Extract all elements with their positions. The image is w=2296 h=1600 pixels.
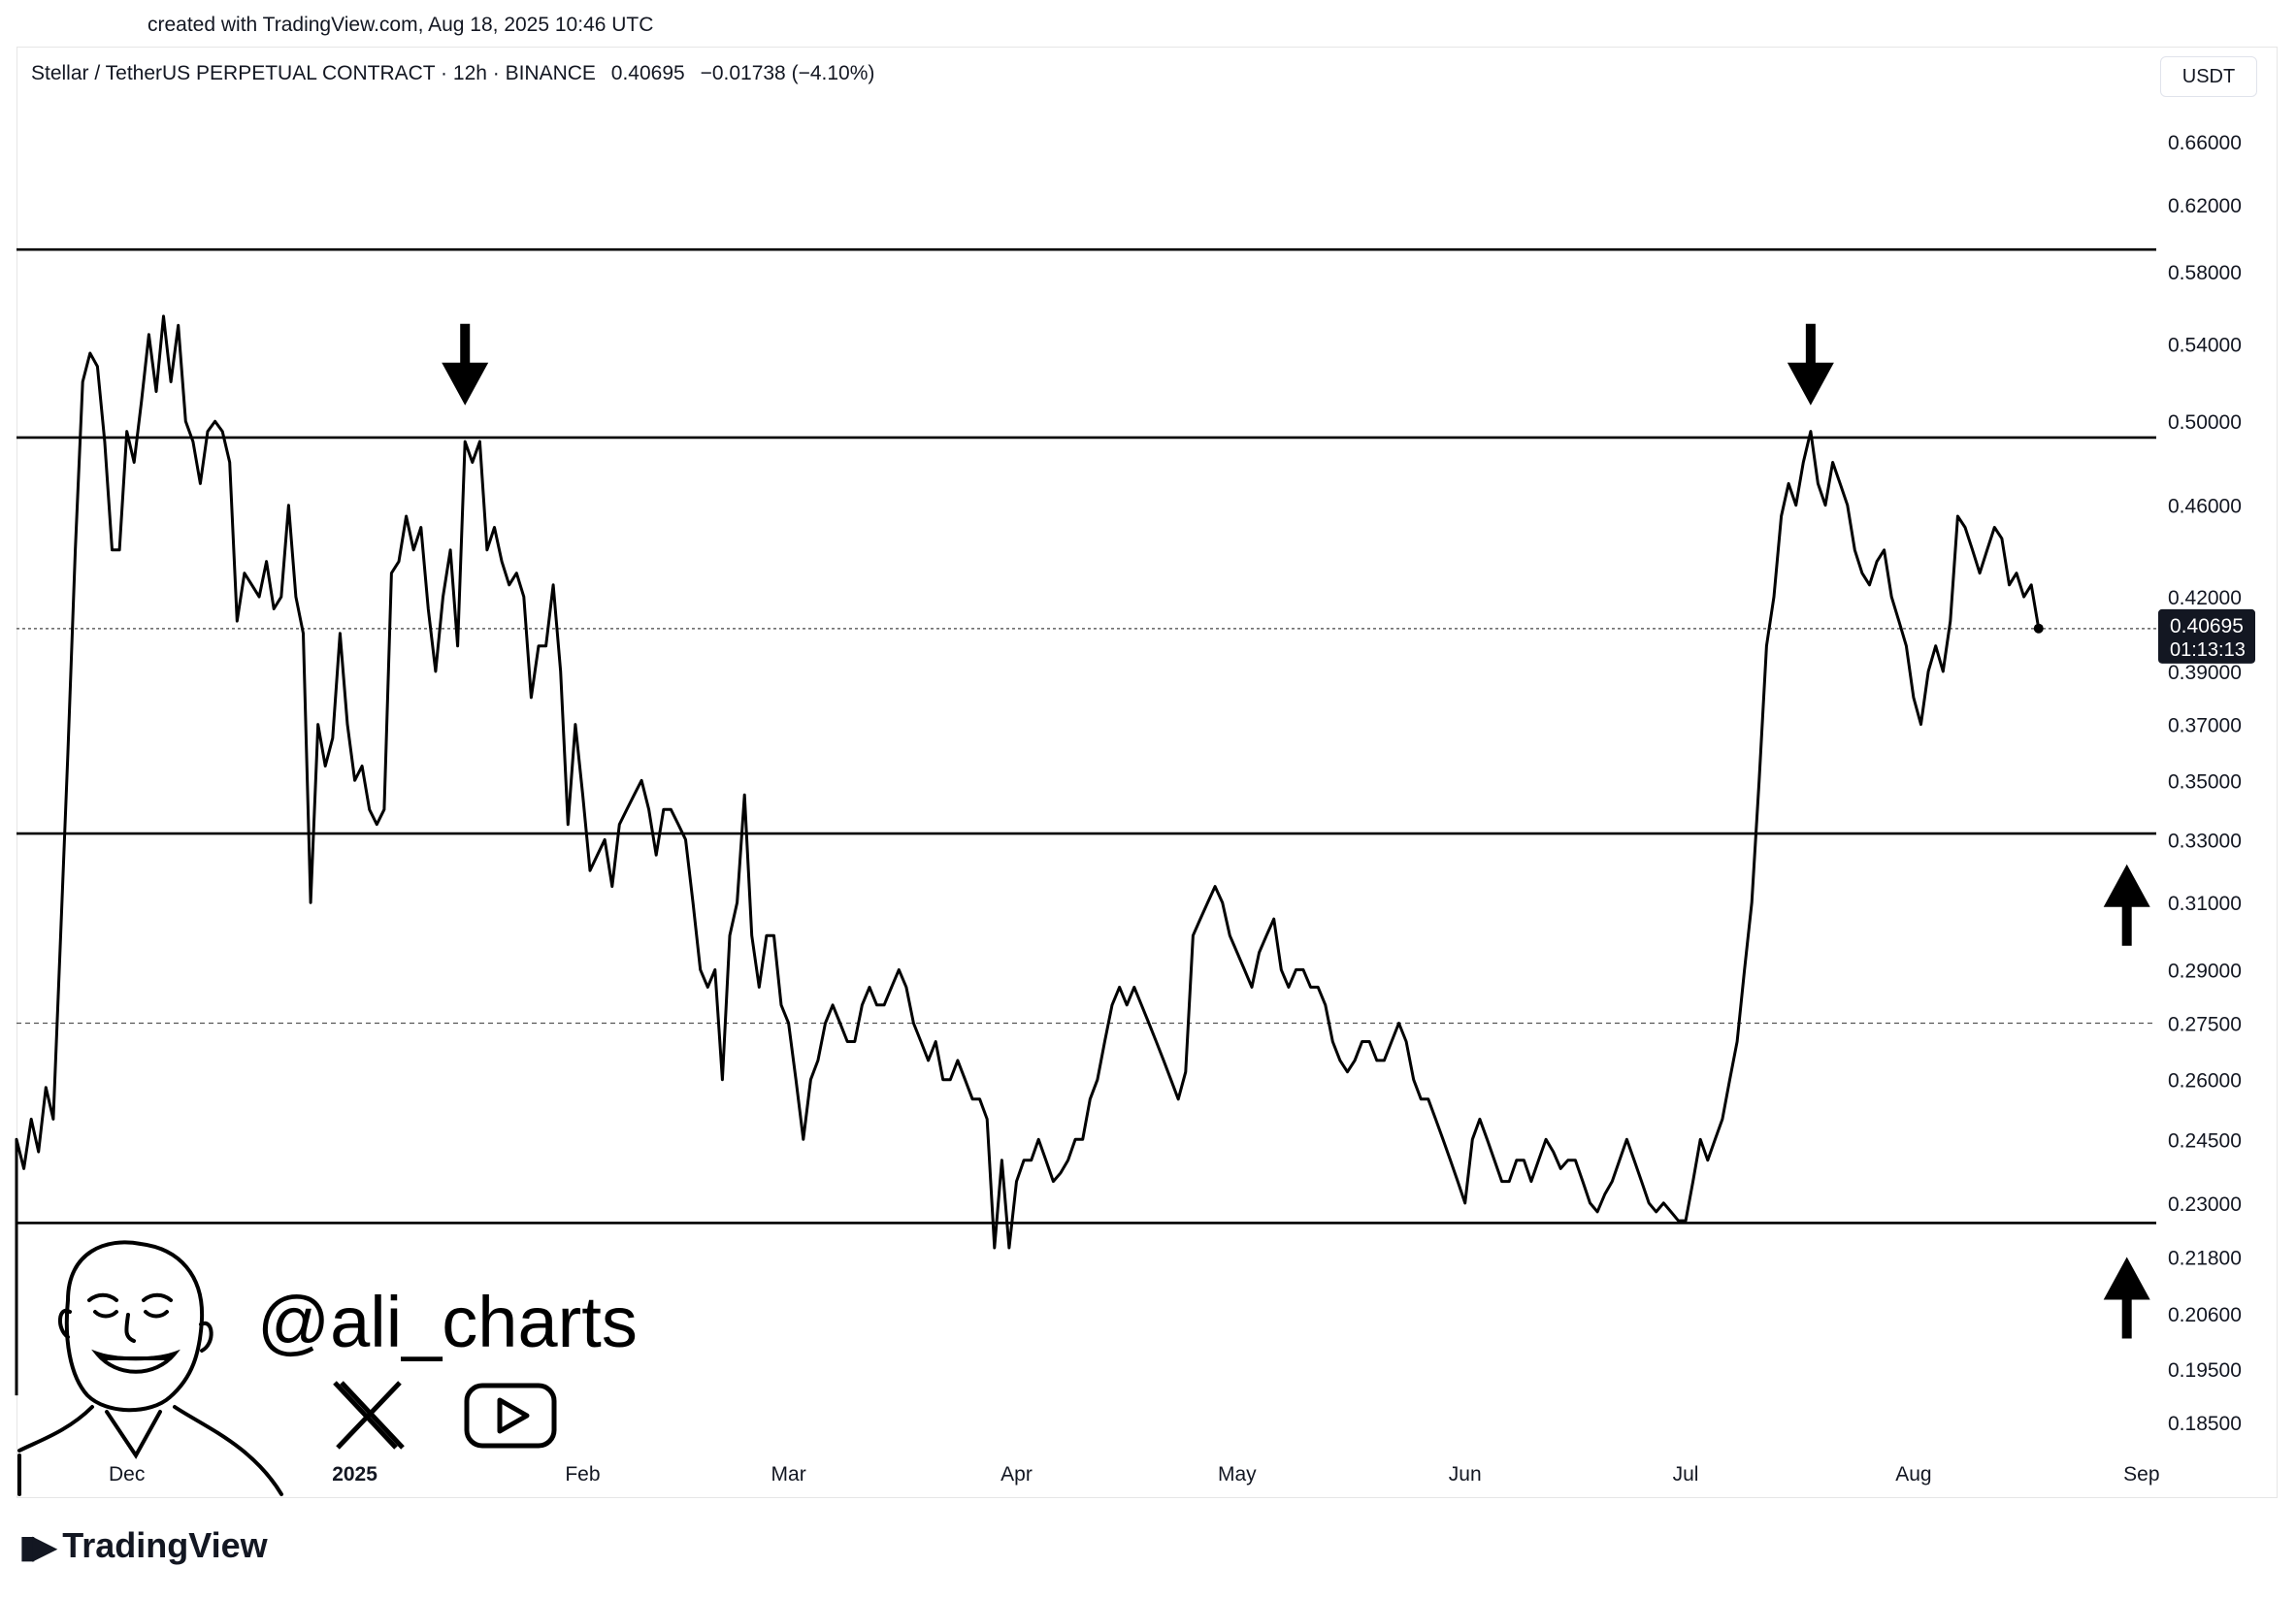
- x-tick-label-6: Jun: [1449, 1463, 1482, 1486]
- created-with-text: created with TradingView.com, Aug 18, 20…: [148, 14, 654, 36]
- youtube-play-icon[interactable]: [464, 1383, 557, 1449]
- y-tick-label-8: 0.37000: [2168, 715, 2242, 737]
- y-tick-label-20: 0.18500: [2168, 1413, 2242, 1435]
- y-tick-label-19: 0.19500: [2168, 1359, 2242, 1382]
- y-tick-label-1: 0.62000: [2168, 195, 2242, 217]
- y-axis: 0.66000 0.62000 0.58000 0.54000 0.50000 0.460…: [2168, 132, 2242, 1435]
- y-tick-label-13: 0.27500: [2168, 1013, 2242, 1035]
- y-tick-label-2: 0.58000: [2168, 262, 2242, 284]
- horizontal-levels: [16, 247, 2156, 1224]
- arrow-down-icon-0: [442, 323, 489, 406]
- x-tick-label-2: Feb: [565, 1463, 600, 1486]
- y-tick-label-0: 0.66000: [2168, 132, 2242, 154]
- x-tick-label-0: Dec: [109, 1463, 145, 1486]
- price-label-box: [2158, 608, 2255, 664]
- currency-button[interactable]: USDT: [2160, 56, 2257, 97]
- x-tick-label-8: Aug: [1895, 1463, 1931, 1486]
- cartoon-face-avatar: [17, 1240, 283, 1496]
- tradingview-logo[interactable]: ▮▶ TradingView: [19, 1525, 268, 1566]
- price-label-countdown: 01:13:13: [2170, 639, 2246, 661]
- y-tick-label-11: 0.31000: [2168, 893, 2242, 915]
- legend-change: −0.01738 (−4.10%): [700, 62, 875, 84]
- y-tick-label-12: 0.29000: [2168, 960, 2242, 982]
- arrow-up-icon-3: [2103, 1257, 2150, 1339]
- y-tick-label-4: 0.50000: [2168, 411, 2242, 434]
- tradingview-logo-text: TradingView: [62, 1525, 268, 1565]
- y-tick-label-9: 0.35000: [2168, 770, 2242, 793]
- x-tick-label-1: 2025: [332, 1463, 377, 1486]
- y-tick-label-17: 0.21800: [2168, 1247, 2242, 1269]
- y-tick-label-7: 0.39000: [2168, 662, 2242, 684]
- x-tick-label-5: May: [1218, 1463, 1257, 1486]
- y-tick-label-3: 0.54000: [2168, 334, 2242, 356]
- x-axis: Dec 2025 Feb Mar Apr May Jun Jul Aug Sep: [109, 1463, 2160, 1486]
- x-tick-label-3: Mar: [771, 1463, 806, 1486]
- y-tick-label-5: 0.46000: [2168, 496, 2242, 518]
- x-tick-label-7: Jul: [1673, 1463, 1699, 1486]
- x-logo-icon[interactable]: [333, 1381, 405, 1450]
- price-label-value: 0.40695: [2170, 615, 2244, 637]
- y-tick-label-10: 0.33000: [2168, 830, 2242, 852]
- series-last-point-0: [2033, 623, 2044, 634]
- symbol-legend[interactable]: Stellar / TetherUS PERPETUAL CONTRACT · …: [31, 62, 884, 85]
- annotation-arrows: [442, 323, 2150, 1339]
- y-tick-label-14: 0.26000: [2168, 1070, 2242, 1093]
- x-tick-label-9: Sep: [2123, 1463, 2159, 1486]
- x-tick-label-4: Apr: [1000, 1463, 1033, 1486]
- tradingview-mark-icon: ▮▶: [19, 1529, 56, 1564]
- chart-frame: [16, 47, 2278, 1498]
- y-tick-label-6: 0.42000: [2168, 587, 2242, 609]
- legend-price: 0.40695: [610, 62, 685, 84]
- series-line-0: [15, 314, 2041, 1396]
- y-tick-label-18: 0.20600: [2168, 1304, 2242, 1326]
- series-group: [15, 314, 2044, 1396]
- y-tick-label-15: 0.24500: [2168, 1129, 2242, 1152]
- arrow-down-icon-1: [1787, 323, 1834, 406]
- arrow-up-icon-2: [2103, 864, 2150, 946]
- y-tick-label-16: 0.23000: [2168, 1193, 2242, 1216]
- author-handle: @ali_charts: [257, 1282, 638, 1362]
- symbol-name: Stellar / TetherUS PERPETUAL CONTRACT · …: [31, 62, 596, 84]
